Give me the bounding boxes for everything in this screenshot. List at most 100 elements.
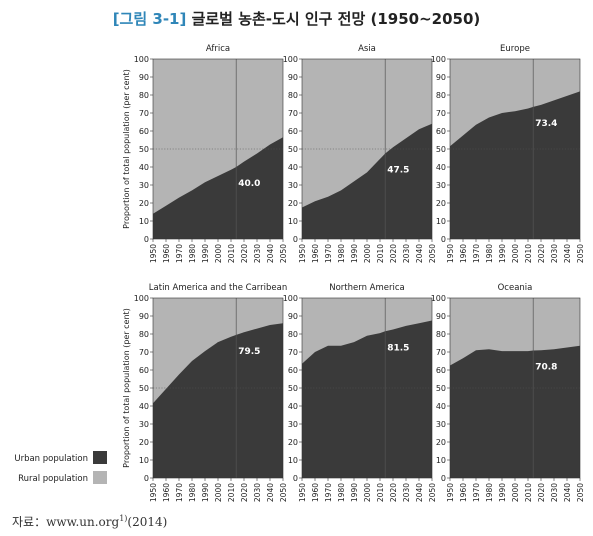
y-tick-label: 80: [436, 91, 446, 100]
x-tick-label: 2010: [376, 244, 385, 263]
y-tick-label: 30: [139, 420, 149, 429]
x-tick-label: 1950: [149, 483, 158, 502]
y-tick-label: 80: [139, 330, 149, 339]
y-tick-label: 80: [139, 91, 149, 100]
x-tick-label: 1970: [324, 244, 333, 263]
x-tick-label: 1970: [175, 483, 184, 502]
y-tick-label: 70: [288, 109, 298, 118]
y-tick-label: 30: [436, 181, 446, 190]
y-tick-label: 10: [436, 217, 446, 226]
x-tick-label: 1970: [324, 483, 333, 502]
x-tick-label: 2020: [537, 244, 546, 263]
y-tick-label: 10: [139, 456, 149, 465]
annotation-label: 79.5: [238, 347, 260, 357]
y-tick-label: 100: [134, 55, 149, 64]
x-tick-label: 1970: [472, 483, 481, 502]
x-tick-label: 2000: [363, 483, 372, 502]
y-tick-label: 70: [436, 109, 446, 118]
x-tick-label: 1950: [298, 483, 307, 502]
legend-label: Rural population: [18, 474, 88, 484]
y-tick-label: 0: [293, 474, 298, 483]
figure-title-text: 글로벌 농촌-도시 인구 전망 (1950~2050): [191, 10, 481, 28]
y-tick-label: 60: [139, 127, 149, 136]
x-tick-label: 1960: [459, 483, 468, 502]
x-tick-label: 1990: [201, 244, 210, 263]
legend-swatch: [93, 471, 107, 484]
x-tick-label: 1950: [298, 244, 307, 263]
y-tick-label: 100: [283, 55, 298, 64]
y-axis-label: Proportion of total population (per cent…: [122, 69, 131, 229]
x-tick-label: 1980: [188, 244, 197, 263]
y-tick-label: 10: [288, 217, 298, 226]
x-tick-label: 2010: [524, 244, 533, 263]
y-tick-label: 70: [436, 348, 446, 357]
x-tick-label: 2000: [214, 244, 223, 263]
y-tick-label: 100: [134, 294, 149, 303]
annotation-label: 73.4: [535, 119, 557, 129]
legend-label: Urban population: [14, 454, 88, 464]
x-tick-label: 1970: [175, 244, 184, 263]
x-tick-label: 1990: [350, 483, 359, 502]
y-tick-label: 70: [139, 348, 149, 357]
x-tick-label: 1960: [162, 244, 171, 263]
x-tick-label: 1980: [485, 244, 494, 263]
source-suffix: (2014): [127, 515, 168, 529]
y-tick-label: 0: [144, 235, 149, 244]
x-tick-label: 1970: [472, 244, 481, 263]
chart-panel: 79.5 Latin America and the Carribean 0 10 20…: [122, 283, 288, 502]
y-tick-label: 10: [139, 217, 149, 226]
y-tick-label: 30: [288, 420, 298, 429]
urban-area: [302, 320, 432, 478]
y-tick-label: 50: [139, 384, 149, 393]
y-tick-label: 0: [441, 474, 446, 483]
x-tick-label: 2010: [227, 244, 236, 263]
x-tick-label: 2020: [389, 244, 398, 263]
x-tick-label: 2040: [563, 483, 572, 502]
panel-title: Africa: [206, 44, 230, 54]
y-tick-label: 80: [288, 91, 298, 100]
x-tick-label: 1950: [446, 483, 455, 502]
x-tick-label: 2030: [253, 483, 262, 502]
x-tick-label: 1980: [188, 483, 197, 502]
urban-area: [450, 91, 580, 240]
y-tick-label: 50: [139, 145, 149, 154]
y-tick-label: 30: [436, 420, 446, 429]
y-tick-label: 40: [139, 402, 149, 411]
x-tick-label: 2030: [402, 483, 411, 502]
x-tick-label: 2030: [550, 244, 559, 263]
x-tick-label: 1960: [459, 244, 468, 263]
y-tick-label: 20: [139, 199, 149, 208]
x-tick-label: 1960: [311, 244, 320, 263]
source-note: 자료：www.un.org1)(2014): [12, 513, 167, 530]
x-tick-label: 2050: [279, 483, 288, 502]
y-tick-label: 50: [436, 384, 446, 393]
y-tick-label: 100: [431, 294, 446, 303]
y-tick-label: 50: [436, 145, 446, 154]
y-tick-label: 80: [436, 330, 446, 339]
y-tick-label: 20: [288, 438, 298, 447]
x-tick-label: 2010: [376, 483, 385, 502]
x-tick-label: 2000: [214, 483, 223, 502]
y-tick-label: 60: [436, 127, 446, 136]
x-tick-label: 2020: [537, 483, 546, 502]
x-tick-label: 2040: [415, 483, 424, 502]
y-tick-label: 20: [436, 438, 446, 447]
y-axis-label: Proportion of total population (per cent…: [122, 308, 131, 468]
x-tick-label: 2000: [511, 244, 520, 263]
y-tick-label: 90: [436, 73, 446, 82]
y-tick-label: 60: [139, 366, 149, 375]
y-tick-label: 40: [436, 402, 446, 411]
y-tick-label: 90: [139, 73, 149, 82]
urban-area: [153, 323, 283, 478]
figure-tag: [그림 3-1]: [112, 10, 187, 28]
y-tick-label: 100: [431, 55, 446, 64]
y-tick-label: 90: [139, 312, 149, 321]
x-tick-label: 2050: [576, 244, 585, 263]
y-tick-label: 20: [288, 199, 298, 208]
